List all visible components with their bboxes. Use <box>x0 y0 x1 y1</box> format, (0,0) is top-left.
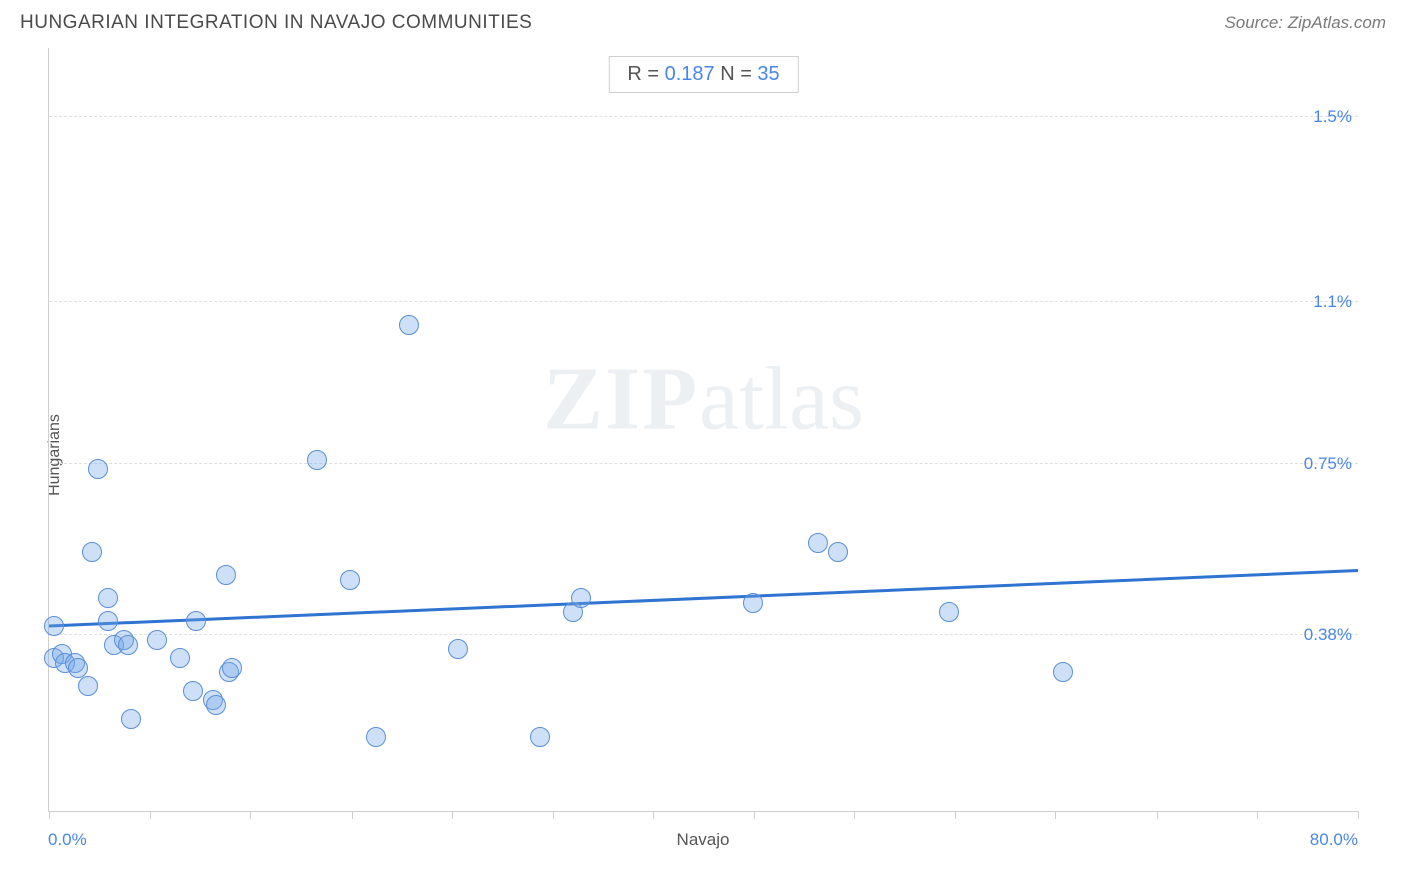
x-tick <box>250 811 251 819</box>
scatter-point <box>98 611 118 631</box>
x-axis-label: Navajo <box>677 830 730 850</box>
x-tick <box>1157 811 1158 819</box>
regression-line-layer <box>49 48 1358 811</box>
page-title: HUNGARIAN INTEGRATION IN NAVAJO COMMUNIT… <box>20 12 532 34</box>
scatter-point <box>121 709 141 729</box>
legend-n-label: N = <box>715 63 758 85</box>
scatter-point <box>98 588 118 608</box>
scatter-point <box>78 676 98 696</box>
x-tick <box>49 811 50 819</box>
x-tick <box>1055 811 1056 819</box>
legend-r-label: R = <box>627 63 664 85</box>
scatter-point <box>399 315 419 335</box>
x-tick <box>854 811 855 819</box>
scatter-point <box>530 727 550 747</box>
scatter-point <box>183 681 203 701</box>
regression-line <box>49 571 1358 626</box>
scatter-point <box>448 639 468 659</box>
x-tick <box>452 811 453 819</box>
scatter-point <box>206 695 226 715</box>
scatter-point <box>366 727 386 747</box>
x-tick <box>955 811 956 819</box>
scatter-point <box>808 533 828 553</box>
scatter-point <box>147 630 167 650</box>
scatter-point <box>743 593 763 613</box>
x-axis-min-label: 0.0% <box>48 830 87 850</box>
scatter-point <box>170 648 190 668</box>
x-tick <box>1358 811 1359 819</box>
plot-area: ZIPatlas 0.38%0.75%1.1%1.5% R = 0.187 N … <box>48 48 1358 812</box>
legend-box: R = 0.187 N = 35 <box>608 56 798 93</box>
scatter-point <box>68 658 88 678</box>
chart-container: Hungarians ZIPatlas 0.38%0.75%1.1%1.5% R… <box>48 48 1358 862</box>
x-tick <box>1257 811 1258 819</box>
scatter-point <box>307 450 327 470</box>
legend-n-value: 35 <box>757 63 779 85</box>
scatter-point <box>1053 662 1073 682</box>
x-tick <box>352 811 353 819</box>
x-tick <box>553 811 554 819</box>
scatter-point <box>216 565 236 585</box>
scatter-point <box>828 542 848 562</box>
scatter-point <box>82 542 102 562</box>
legend-r-value: 0.187 <box>665 63 715 85</box>
scatter-point <box>88 459 108 479</box>
scatter-point <box>186 611 206 631</box>
x-tick <box>754 811 755 819</box>
scatter-point <box>118 635 138 655</box>
scatter-point <box>939 602 959 622</box>
scatter-point <box>571 588 591 608</box>
scatter-point <box>44 616 64 636</box>
x-tick <box>150 811 151 819</box>
x-axis-max-label: 80.0% <box>1310 830 1358 850</box>
scatter-point <box>340 570 360 590</box>
scatter-point <box>222 658 242 678</box>
source-label: Source: ZipAtlas.com <box>1224 13 1386 33</box>
x-tick <box>653 811 654 819</box>
